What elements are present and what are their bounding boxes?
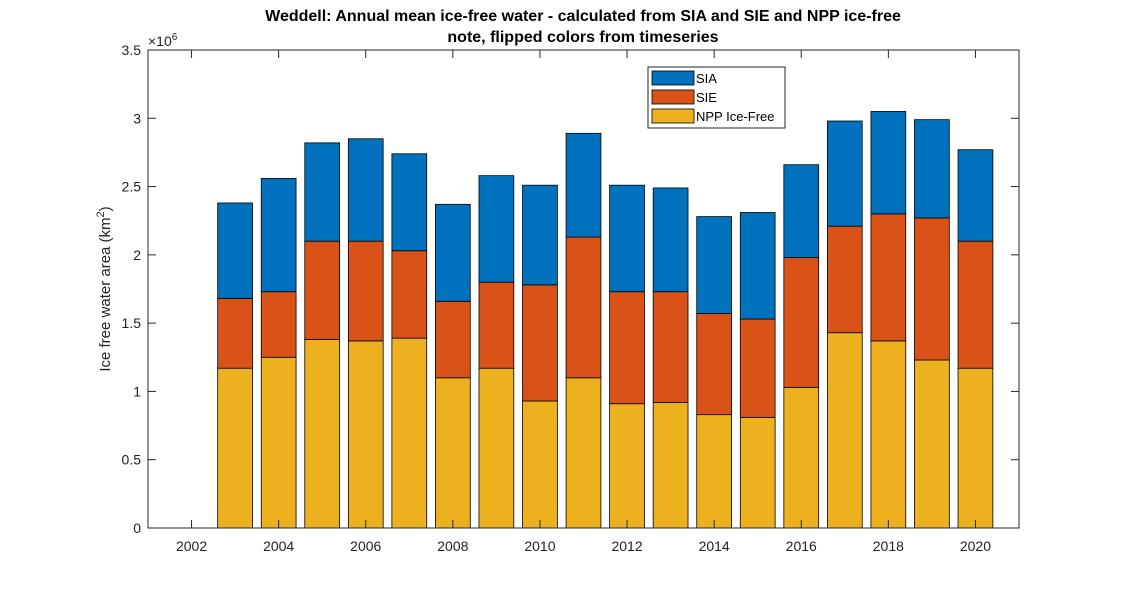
bar-sie-2012 [609, 291, 645, 405]
y-exponent: ×106 [148, 32, 178, 49]
bar-npp-ice-free-2011 [565, 377, 602, 529]
bar-npp-ice-free-2012 [609, 403, 645, 529]
x-tick-label: 2004 [263, 538, 294, 554]
bar-sia-2005 [304, 142, 341, 242]
bar-sia-2017 [826, 120, 863, 227]
y-tick-label: 3 [133, 110, 141, 126]
legend-label-npp-ice-free: NPP Ice-Free [696, 109, 775, 124]
legend-label-sia: SIA [696, 71, 717, 86]
x-tick-label: 2010 [524, 538, 555, 554]
x-tick-label: 2020 [960, 538, 991, 554]
y-exponent-power: 6 [172, 32, 178, 43]
y-axis-label-sup: 2 [95, 211, 107, 217]
bar-sie-2010 [522, 284, 558, 402]
bar-sia-2006 [347, 138, 384, 242]
bar-sie-2004 [260, 291, 297, 358]
y-tick-label: 2 [133, 247, 141, 263]
y-tick-label: 2.5 [122, 179, 142, 195]
bar-npp-ice-free-2006 [347, 340, 384, 529]
bar-sia-2015 [739, 212, 776, 320]
bar-npp-ice-free-2010 [522, 400, 558, 529]
bar-npp-ice-free-2009 [478, 367, 515, 529]
bar-sia-2018 [870, 111, 907, 215]
chart-title: Weddell: Annual mean ice-free water - ca… [265, 8, 901, 25]
chart-subtitle: note, flipped colors from timeseries [447, 29, 718, 46]
bar-sia-2020 [957, 149, 994, 242]
bar-npp-ice-free-2003 [217, 367, 253, 529]
y-axis: 0 0.5 1 1.5 2 2.5 3 3.5 [122, 42, 1019, 536]
bar-sia-2010 [522, 184, 558, 286]
bar-sia-2016 [783, 164, 820, 258]
bar-sie-2007 [391, 250, 428, 339]
bar-npp-ice-free-2020 [957, 367, 994, 529]
bar-sia-2008 [435, 203, 471, 302]
bar-sie-2005 [304, 240, 341, 340]
x-tick-label: 2018 [873, 538, 904, 554]
x-tick-label: 2002 [176, 538, 207, 554]
bar-sie-2013 [652, 291, 689, 403]
bar-npp-ice-free-2004 [260, 356, 297, 529]
bars-group [217, 111, 994, 529]
y-tick-label: 0 [133, 520, 141, 536]
y-exponent-base: ×10 [148, 33, 172, 49]
legend-swatch-npp-ice-free [651, 108, 695, 124]
bar-sie-2020 [957, 240, 994, 369]
bar-sie-2008 [435, 300, 471, 379]
bar-npp-ice-free-2018 [870, 340, 907, 529]
legend: SIA SIE NPP Ice-Free [647, 66, 786, 129]
x-axis: 2002 2004 2006 2008 2010 2012 2014 2016 2018 2020 [176, 50, 991, 554]
bar-sie-2015 [739, 318, 776, 418]
y-axis-label-text: Ice free water area (km [97, 217, 114, 371]
bar-sie-2019 [914, 217, 950, 361]
y-tick-label: 1.5 [122, 315, 142, 331]
bar-sia-2011 [565, 132, 602, 238]
x-tick-label: 2008 [437, 538, 468, 554]
bar-npp-ice-free-2014 [696, 414, 732, 529]
x-tick-label: 2006 [350, 538, 381, 554]
bar-npp-ice-free-2008 [435, 377, 471, 529]
x-tick-label: 2016 [786, 538, 817, 554]
bar-sia-2014 [696, 216, 732, 314]
bar-sie-2014 [696, 313, 732, 416]
bar-sie-2017 [826, 225, 863, 334]
x-tick-label: 2012 [611, 538, 642, 554]
bar-sie-2018 [870, 213, 907, 342]
bar-sie-2016 [783, 257, 820, 388]
bar-sie-2009 [478, 281, 515, 369]
bar-npp-ice-free-2017 [826, 332, 863, 529]
bar-npp-ice-free-2005 [304, 339, 341, 529]
x-tick-label: 2014 [699, 538, 730, 554]
y-axis-label-close: ) [97, 206, 114, 211]
bar-sia-2007 [391, 153, 428, 252]
legend-swatch-sia [651, 70, 695, 86]
bar-sia-2019 [914, 119, 950, 219]
bar-sia-2004 [260, 177, 297, 293]
bar-sie-2011 [565, 236, 602, 379]
y-axis-label: Ice free water area (km2) [95, 206, 114, 371]
bar-sia-2003 [217, 202, 253, 299]
bar-sia-2009 [478, 175, 515, 283]
bar-npp-ice-free-2015 [739, 416, 776, 529]
axes-box [147, 49, 1020, 529]
bar-sie-2003 [217, 298, 253, 369]
y-tick-label: 0.5 [122, 452, 142, 468]
bar-sia-2013 [652, 187, 689, 293]
bar-npp-ice-free-2016 [783, 386, 820, 529]
bar-npp-ice-free-2019 [914, 359, 950, 529]
legend-label-sie: SIE [696, 90, 717, 105]
bar-npp-ice-free-2013 [652, 401, 689, 529]
y-tick-label: 3.5 [122, 42, 142, 58]
bar-sia-2012 [609, 184, 645, 293]
bar-sie-2006 [347, 240, 384, 342]
y-tick-label: 1 [133, 383, 141, 399]
bar-npp-ice-free-2007 [391, 337, 428, 529]
legend-swatch-sie [651, 89, 695, 105]
